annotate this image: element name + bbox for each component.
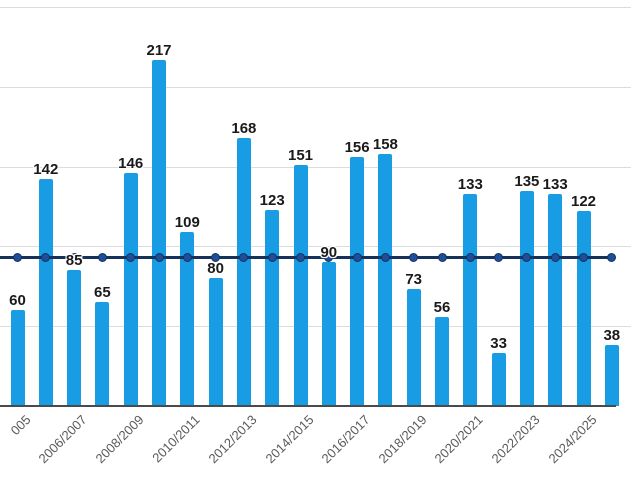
- bar-value-label: 85: [65, 252, 83, 270]
- line-marker[interactable]: [522, 253, 532, 263]
- bar-value-label: 135: [514, 172, 540, 190]
- bar[interactable]: [10, 310, 25, 406]
- bar-value-label: 33: [490, 335, 507, 353]
- x-axis-line: [0, 405, 616, 407]
- bar-value-label: 156: [344, 139, 370, 157]
- bar-value-label: 158: [372, 135, 398, 153]
- gridline: [0, 86, 631, 88]
- bar[interactable]: [491, 353, 506, 406]
- bar[interactable]: [38, 179, 53, 406]
- line-marker[interactable]: [352, 253, 362, 263]
- line-marker[interactable]: [380, 253, 390, 263]
- bar-value-label: 109: [174, 214, 200, 232]
- bar[interactable]: [406, 289, 421, 406]
- line-marker[interactable]: [409, 253, 419, 263]
- bar[interactable]: [180, 232, 195, 406]
- line-marker[interactable]: [494, 253, 504, 263]
- line-marker[interactable]: [69, 253, 79, 263]
- bar[interactable]: [463, 193, 478, 406]
- bar-value-label: 217: [146, 41, 172, 59]
- bar-value-label: 133: [457, 175, 483, 193]
- bar[interactable]: [265, 209, 280, 406]
- line-marker[interactable]: [41, 253, 51, 263]
- gridline: [0, 246, 631, 248]
- line-marker[interactable]: [182, 253, 192, 263]
- line-marker[interactable]: [607, 253, 617, 263]
- bar[interactable]: [548, 193, 563, 406]
- bar-value-label: 73: [405, 271, 423, 289]
- gridline: [0, 7, 631, 8]
- bar-value-label: 90: [320, 244, 338, 262]
- bar-value-label: 80: [207, 260, 224, 278]
- line-marker[interactable]: [324, 253, 334, 263]
- line-marker[interactable]: [437, 253, 447, 263]
- line-marker[interactable]: [267, 253, 277, 263]
- line-marker[interactable]: [97, 253, 107, 263]
- bar[interactable]: [123, 172, 138, 406]
- line-marker[interactable]: [154, 253, 164, 263]
- bar-value-label: 151: [287, 147, 314, 164]
- bar[interactable]: [67, 270, 82, 406]
- bar-value-label: 142: [33, 161, 59, 179]
- gridline: [0, 166, 631, 168]
- bar-value-label: 168: [231, 119, 257, 137]
- bar-value-label: 122: [570, 193, 597, 211]
- line-marker[interactable]: [239, 253, 249, 263]
- line-marker[interactable]: [126, 253, 136, 263]
- bar[interactable]: [236, 137, 251, 406]
- line-marker[interactable]: [465, 253, 475, 263]
- line-marker[interactable]: [579, 253, 588, 263]
- bar-value-label: 56: [433, 298, 451, 316]
- bar-value-label: 38: [603, 327, 621, 345]
- gridline: [0, 326, 631, 328]
- line-marker[interactable]: [550, 253, 560, 263]
- bar[interactable]: [378, 153, 393, 406]
- line-marker[interactable]: [211, 253, 221, 263]
- bar[interactable]: [576, 211, 591, 406]
- bar-value-label: 146: [118, 154, 144, 172]
- bar-value-label: 123: [259, 191, 285, 209]
- bar[interactable]: [435, 316, 449, 406]
- bar[interactable]: [350, 157, 365, 406]
- bar[interactable]: [321, 262, 336, 406]
- line-marker[interactable]: [13, 253, 22, 263]
- bar[interactable]: [293, 165, 308, 406]
- bar[interactable]: [152, 59, 166, 406]
- bar-value-label: 133: [542, 175, 568, 193]
- bar-value-label: 65: [94, 284, 111, 302]
- bar-value-label: 60: [9, 292, 26, 310]
- bar[interactable]: [604, 345, 619, 406]
- reference-line: [0, 256, 612, 260]
- bar[interactable]: [208, 278, 223, 406]
- line-marker[interactable]: [296, 253, 305, 263]
- bar[interactable]: [519, 190, 534, 406]
- bar[interactable]: [95, 302, 110, 406]
